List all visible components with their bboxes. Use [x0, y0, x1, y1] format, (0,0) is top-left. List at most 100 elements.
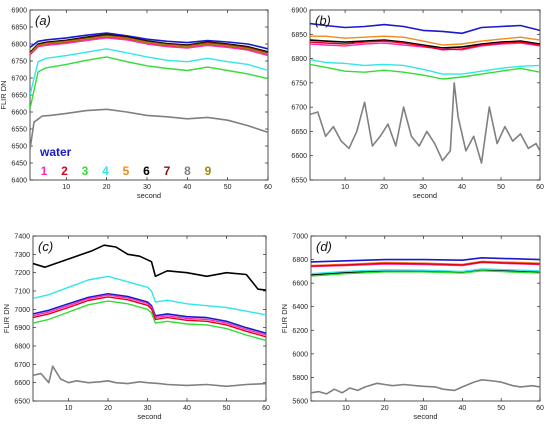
x-tick-label: 30	[144, 405, 152, 412]
y-tick-label: 6800	[11, 42, 27, 49]
series-line-water	[30, 32, 268, 50]
x-tick-label: 10	[341, 184, 349, 191]
y-tick-label: 6500	[11, 144, 27, 151]
y-tick-label: 6900	[291, 8, 307, 15]
y-tick-label: 6900	[14, 325, 30, 332]
y-tick-label: 6600	[11, 110, 27, 117]
x-tick-label: 50	[497, 184, 505, 191]
series-line-3	[311, 270, 540, 277]
panel-1: 6400645065006550660066506700675068006850…	[0, 8, 272, 201]
legend: water 1 2 3 4 5 6 7 8 9	[39, 145, 212, 178]
series-line-3	[310, 63, 540, 80]
legend-item-1: 1	[41, 164, 48, 178]
x-tick-label: 10	[65, 405, 73, 412]
x-tick-label: 40	[458, 405, 466, 412]
x-tick-label: 30	[419, 184, 427, 191]
y-tick-label: 6850	[11, 25, 27, 32]
legend-item-water: water	[39, 145, 72, 159]
series-line-4	[30, 48, 268, 96]
series-line-6	[33, 244, 266, 291]
x-tick-label: 50	[224, 184, 232, 191]
y-axis-label: FLIR DN	[2, 304, 11, 333]
y-tick-label: 6650	[291, 129, 307, 136]
x-tick-label: 20	[103, 184, 111, 191]
y-tick-label: 6550	[291, 178, 307, 185]
series-line-2	[311, 261, 540, 267]
y-tick-label: 6400	[292, 304, 308, 311]
series-line-9	[30, 35, 268, 55]
x-tick-label: 30	[143, 184, 151, 191]
legend-item-2: 2	[61, 164, 68, 178]
legend-item-8: 8	[184, 164, 191, 178]
series-line-8	[310, 82, 540, 164]
y-tick-label: 7300	[14, 252, 30, 259]
x-tick-label: 20	[381, 405, 389, 412]
y-tick-label: 6600	[291, 153, 307, 160]
series-line-water	[310, 22, 540, 35]
plot-area	[32, 235, 267, 402]
y-tick-label: 6200	[292, 328, 308, 335]
x-tick-label: 60	[536, 405, 544, 412]
y-tick-label: 6700	[291, 105, 307, 112]
series-line-4	[310, 58, 540, 75]
panel-label: (a)	[35, 13, 51, 28]
y-tick-label: 6800	[291, 56, 307, 63]
panel-label: (b)	[315, 13, 331, 28]
y-tick-label: 6600	[292, 281, 308, 288]
series-group	[33, 244, 266, 388]
y-tick-label: 6750	[291, 80, 307, 87]
y-tick-label: 7100	[14, 289, 30, 296]
x-tick-label: 60	[536, 184, 544, 191]
x-axis-label: second	[137, 412, 161, 421]
legend-item-9: 9	[205, 164, 212, 178]
series-line-3	[30, 56, 268, 109]
y-tick-label: 6450	[11, 161, 27, 168]
series-line-8	[33, 365, 266, 388]
x-tick-label: 60	[264, 184, 272, 191]
y-tick-label: 7000	[292, 234, 308, 241]
y-tick-label: 6550	[11, 127, 27, 134]
x-tick-label: 50	[497, 405, 505, 412]
y-tick-label: 7000	[14, 307, 30, 314]
series-group	[310, 22, 540, 164]
x-axis-label: second	[413, 412, 437, 421]
y-tick-label: 6700	[14, 362, 30, 369]
x-tick-label: 10	[342, 405, 350, 412]
series-line-1	[33, 294, 266, 336]
panel-4: 5600 5800 6000 6200 6400 6600 6800 7000 10 20 30 40…	[280, 234, 544, 422]
series-group	[30, 32, 268, 150]
legend-item-7: 7	[164, 164, 171, 178]
series-line-1	[30, 37, 268, 57]
legend-item-6: 6	[143, 164, 150, 178]
series-line-6	[310, 39, 540, 49]
plot-area	[309, 9, 541, 181]
x-axis-label: second	[413, 191, 437, 200]
panel-label: (c)	[38, 239, 53, 254]
series-group	[311, 256, 540, 395]
y-tick-label: 6900	[11, 8, 27, 15]
series-line-water	[311, 256, 540, 263]
y-axis-label: FLIR DN	[280, 304, 289, 333]
legend-item-5: 5	[123, 164, 130, 178]
legend-item-3: 3	[82, 164, 89, 178]
y-tick-label: 6400	[11, 178, 27, 185]
x-tick-label: 60	[262, 405, 270, 412]
series-line-5	[310, 35, 540, 46]
series-line-4	[33, 275, 266, 316]
x-tick-label: 40	[183, 405, 191, 412]
panel-label: (d)	[316, 239, 332, 254]
series-line-2	[310, 40, 540, 51]
series-line-2	[33, 296, 266, 338]
y-tick-label: 6600	[14, 380, 30, 387]
y-tick-label: 6700	[11, 76, 27, 83]
x-tick-label: 20	[104, 405, 112, 412]
series-line-1	[310, 42, 540, 51]
panel-2: 6550 6600 6650 6700 6750 6800 6850 6900 10 20 30 40…	[291, 8, 544, 201]
legend-item-4: 4	[102, 164, 109, 178]
y-tick-label: 5800	[292, 375, 308, 382]
series-line-4	[311, 268, 540, 275]
x-tick-label: 10	[62, 184, 70, 191]
y-tick-label: 7200	[14, 270, 30, 277]
x-tick-label: 20	[380, 184, 388, 191]
y-tick-label: 6650	[11, 93, 27, 100]
